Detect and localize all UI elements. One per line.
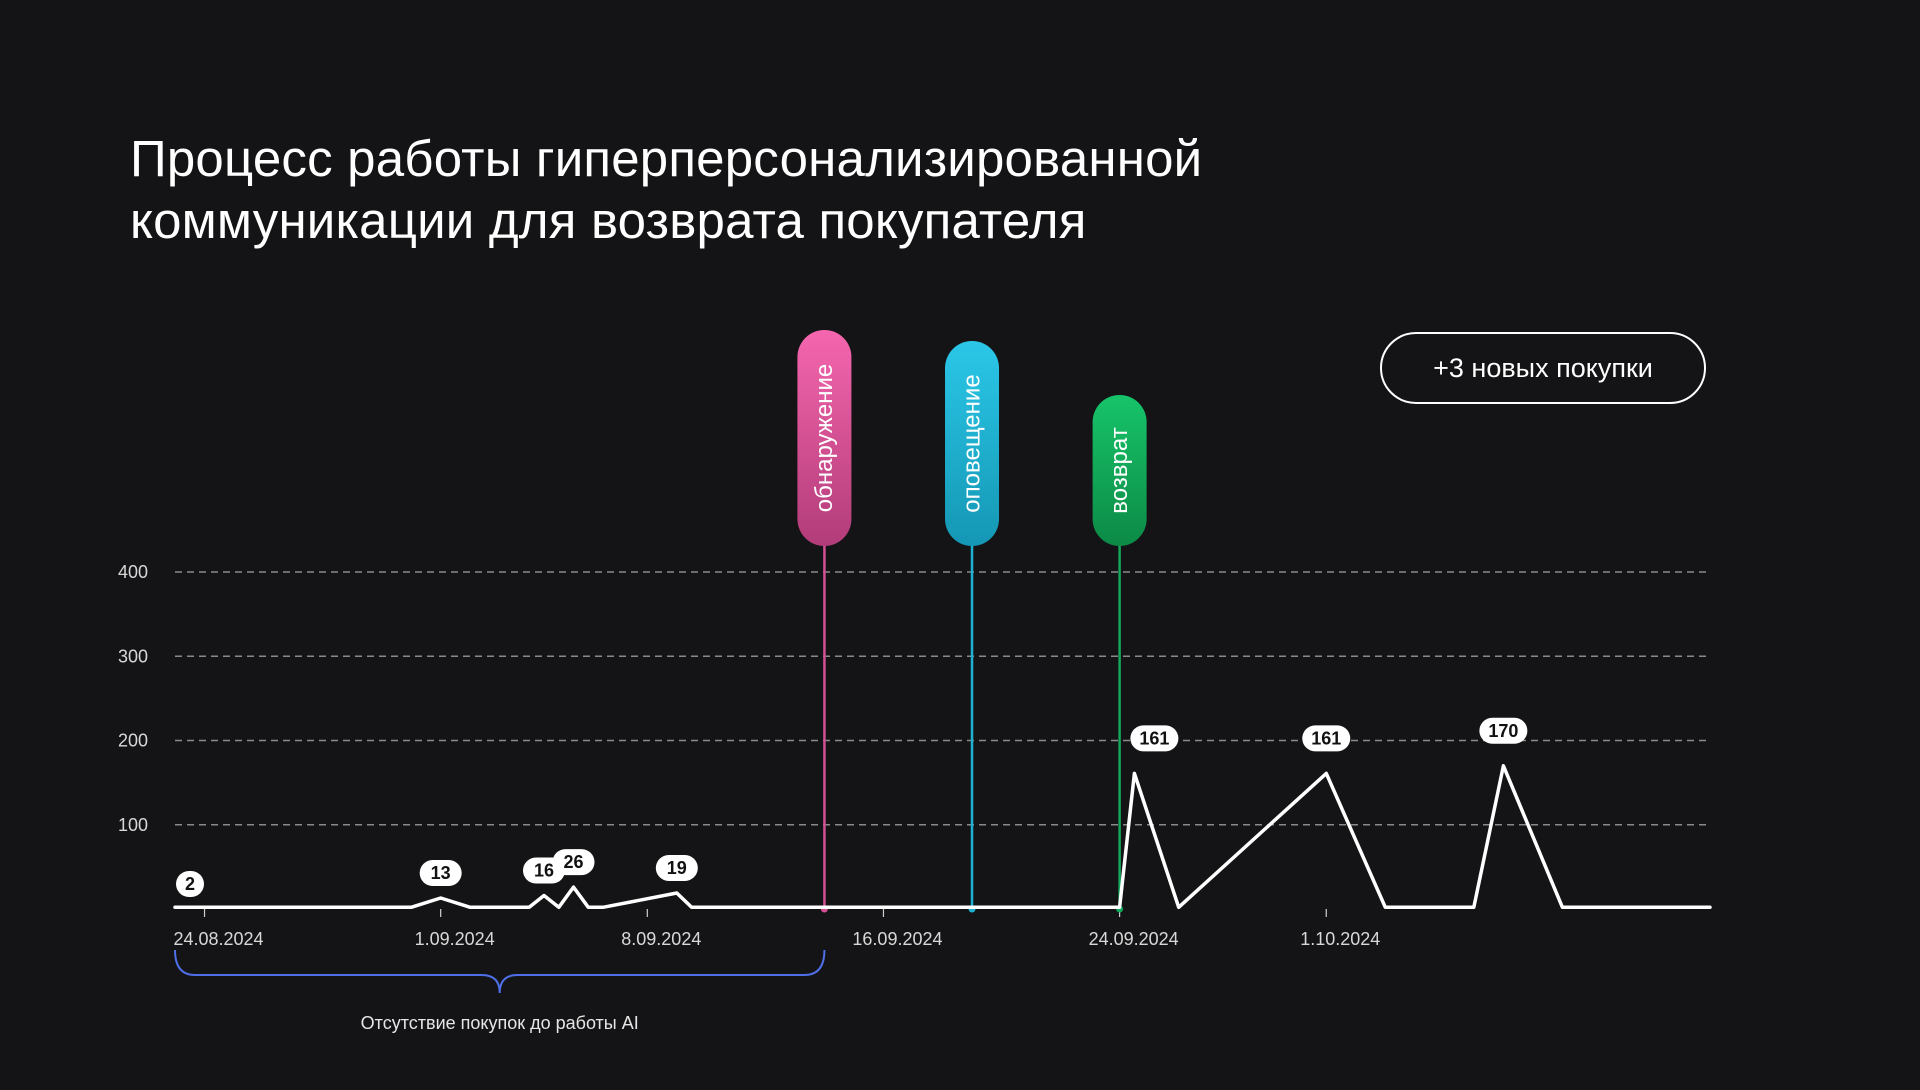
stage-label: обнаружение <box>811 364 838 512</box>
data-label: 161 <box>1139 728 1169 748</box>
data-label-pill <box>1302 725 1351 752</box>
stage-label: оповещение <box>959 374 986 512</box>
data-label-pill <box>1130 725 1179 752</box>
y-tick-label: 400 <box>118 562 148 582</box>
y-tick-label: 200 <box>118 731 148 751</box>
data-label: 161 <box>1311 728 1341 748</box>
x-tick-label: 16.09.2024 <box>852 929 942 949</box>
annotation-label: Отсутствие покупок до работы AI <box>361 1013 639 1033</box>
x-tick-label: 24.09.2024 <box>1089 929 1179 949</box>
title-line-2: коммуникации для возврата покупателя <box>130 192 1087 249</box>
title-line-1: Процесс работы гиперперсонализированной <box>130 130 1203 187</box>
stage-capsule <box>797 330 852 546</box>
x-tick-label: 24.08.2024 <box>173 929 263 949</box>
data-label: 2 <box>185 874 195 894</box>
stage-capsule <box>945 341 1000 546</box>
y-tick-label: 300 <box>118 646 148 666</box>
annotation-brace <box>174 949 826 994</box>
x-tick-label: 8.09.2024 <box>621 929 701 949</box>
data-label: 170 <box>1488 721 1518 741</box>
stage-capsule <box>1092 395 1147 546</box>
x-tick-label: 1.09.2024 <box>415 929 495 949</box>
data-label-pill <box>552 849 595 876</box>
x-tick-label: 1.10.2024 <box>1300 929 1380 949</box>
page-title: Процесс работы гиперперсонализированной … <box>130 128 1202 252</box>
data-label-pill <box>176 871 204 897</box>
data-label-pill <box>1479 717 1528 744</box>
new-purchases-badge: +3 новых покупки <box>1380 332 1706 404</box>
stage-label: возврат <box>1106 427 1133 513</box>
data-line <box>173 764 1712 910</box>
y-tick-label: 100 <box>118 815 148 835</box>
data-label: 19 <box>667 858 687 878</box>
data-label: 13 <box>431 863 451 883</box>
data-label-pill <box>655 854 698 881</box>
data-label: 16 <box>534 861 554 881</box>
data-label: 26 <box>563 852 583 872</box>
data-label-pill <box>419 860 462 887</box>
